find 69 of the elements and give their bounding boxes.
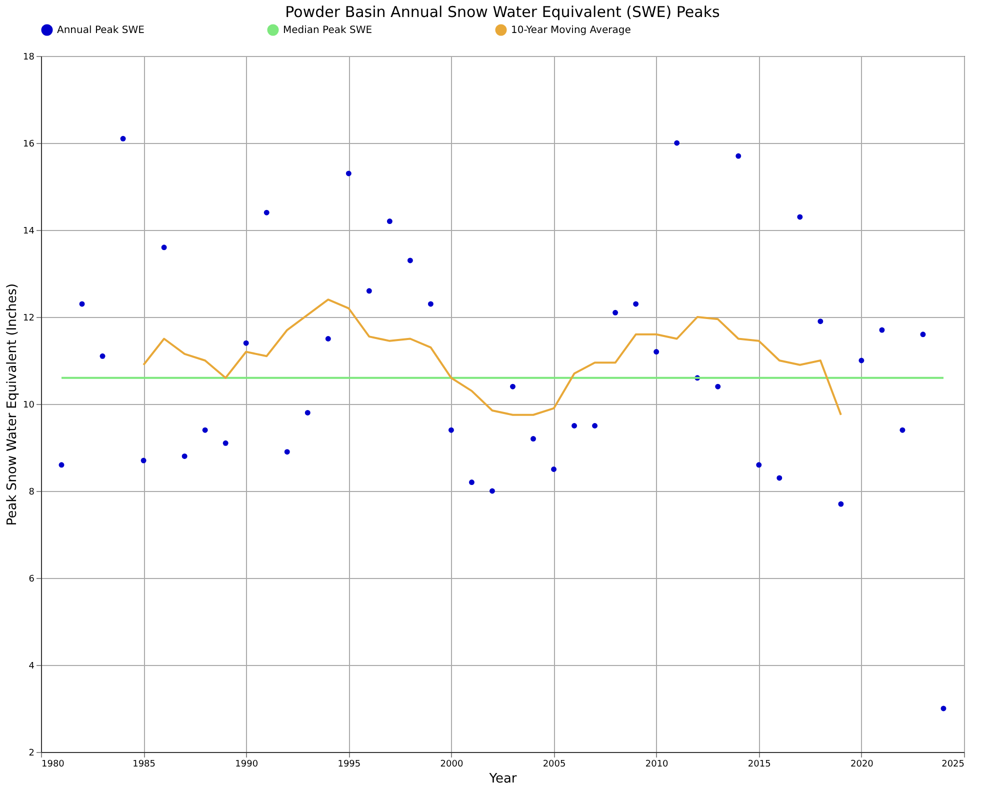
x-axis-title: Year [488, 772, 518, 786]
legend-label: Median Peak SWE [283, 25, 372, 36]
point [428, 301, 434, 307]
y-tick-label: 18 [23, 52, 35, 62]
point [202, 427, 208, 433]
point [592, 423, 598, 428]
x-tick-label: 2005 [542, 760, 566, 770]
point [715, 384, 721, 390]
point [797, 214, 803, 220]
x-tick-label: 2020 [850, 760, 874, 770]
point [858, 358, 864, 364]
point [551, 466, 557, 472]
point [776, 475, 782, 481]
y-axis-title: Peak Snow Water Equivalent (Inches) [5, 283, 20, 526]
y-tick-label: 2 [28, 748, 34, 758]
y-tick-label: 10 [23, 400, 35, 410]
point [940, 706, 946, 712]
y-tick-label: 16 [23, 140, 35, 150]
point [654, 349, 660, 355]
point [284, 449, 290, 455]
legend-label: Annual Peak SWE [57, 25, 144, 36]
legend-label: 10-Year Moving Average [511, 25, 631, 36]
point [58, 462, 64, 468]
point [100, 353, 106, 359]
point [468, 480, 474, 486]
x-tick-label: 1995 [338, 760, 361, 770]
point [182, 453, 188, 459]
point [756, 462, 762, 468]
point [222, 440, 228, 446]
point [407, 258, 413, 264]
point [243, 340, 249, 346]
y-tick-label: 4 [28, 662, 35, 672]
point [325, 336, 331, 342]
point [386, 218, 392, 224]
point [120, 136, 126, 142]
x-tick-label: 2015 [748, 760, 771, 770]
point [510, 384, 516, 390]
y-tick-label: 14 [23, 226, 35, 236]
point [920, 332, 926, 338]
x-tick-label: 1990 [235, 760, 258, 770]
point [448, 427, 454, 433]
point [572, 423, 578, 428]
y-tick-label: 8 [28, 488, 35, 498]
point [79, 301, 85, 307]
x-tick-label: 2010 [645, 760, 669, 770]
point [304, 410, 310, 416]
point [346, 170, 352, 176]
point [140, 458, 146, 464]
point [879, 327, 885, 333]
point [264, 210, 270, 216]
point [900, 427, 906, 433]
point [366, 288, 372, 294]
x-tick-label: 2000 [440, 760, 464, 770]
line-series [142, 298, 842, 416]
x-tick-label: 2025 [942, 760, 964, 770]
point [838, 501, 844, 507]
x-tick-label: 1980 [42, 760, 65, 770]
point [490, 488, 495, 494]
y-tick-label: 6 [28, 574, 35, 584]
chart-title: Powder Basin Annual Snow Water Equivalent (SWE) Peaks [285, 3, 720, 21]
point [736, 153, 742, 159]
point [612, 310, 618, 316]
point [530, 436, 536, 442]
point [818, 318, 824, 324]
point [674, 140, 680, 146]
point [633, 301, 639, 307]
point [161, 244, 167, 250]
y-tick-label: 12 [23, 314, 34, 324]
x-tick-label: 1985 [132, 760, 156, 770]
